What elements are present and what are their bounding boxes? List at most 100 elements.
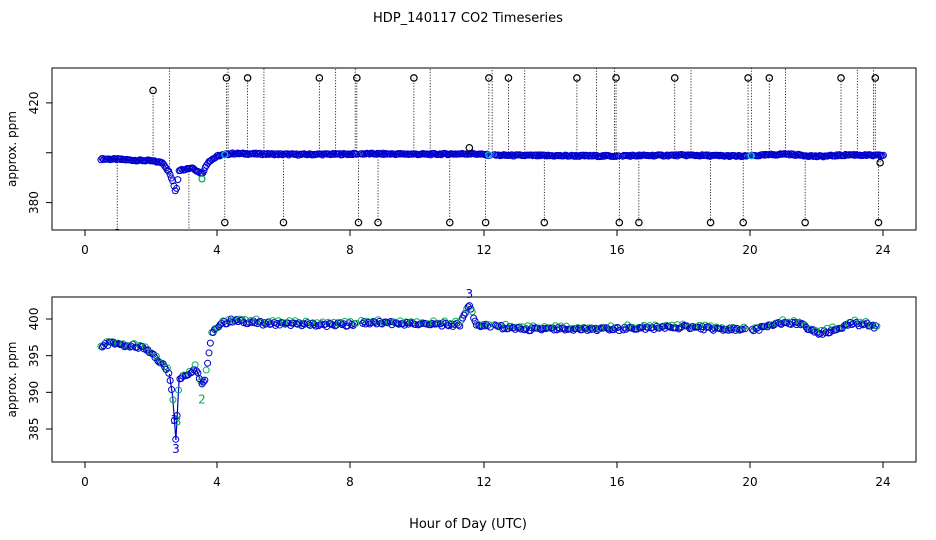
data-point — [785, 151, 793, 159]
data-point — [724, 152, 732, 160]
data-point — [572, 151, 580, 159]
outlier-point — [801, 218, 809, 227]
data-point — [283, 150, 291, 158]
data-point — [598, 152, 606, 160]
data-point — [879, 151, 887, 159]
outlier-point — [114, 228, 121, 230]
x-tick-label: 16 — [609, 243, 624, 257]
data-point — [168, 386, 176, 394]
y-tick-label: 390 — [27, 381, 41, 404]
data-point — [831, 152, 839, 160]
data-point — [873, 322, 881, 330]
data-point — [460, 311, 468, 319]
data-point — [169, 396, 177, 404]
cyan-point — [221, 151, 229, 159]
data-point — [251, 150, 259, 158]
data-point — [615, 152, 623, 160]
data-point — [636, 151, 644, 159]
data-point — [465, 302, 473, 310]
data-point — [118, 155, 126, 163]
data-point — [698, 151, 706, 159]
data-point — [201, 376, 209, 384]
data-point — [500, 151, 508, 159]
data-point — [834, 152, 842, 160]
outlier-point — [540, 218, 549, 227]
point-annotation: 3 — [172, 442, 180, 456]
outlier-point — [612, 74, 620, 82]
x-tick-label: 12 — [476, 475, 491, 489]
data-point — [663, 151, 671, 159]
data-point — [205, 349, 213, 357]
data-point — [352, 319, 360, 327]
data-point — [851, 151, 859, 159]
outlier-point — [481, 218, 490, 227]
data-point — [832, 151, 840, 159]
data-point — [788, 151, 796, 159]
plot-area — [97, 68, 887, 230]
x-tick-label: 16 — [609, 475, 624, 489]
data-point — [761, 151, 769, 159]
data-point — [173, 184, 181, 192]
outlier-point — [765, 74, 774, 82]
data-point — [585, 152, 593, 160]
data-point — [193, 367, 201, 375]
x-tick-label: 8 — [346, 475, 354, 489]
data-point — [600, 152, 608, 160]
data-point — [649, 151, 657, 159]
data-point — [186, 367, 194, 375]
data-point — [200, 167, 208, 175]
data-point — [249, 149, 257, 157]
outlier-point — [149, 86, 157, 95]
data-point — [527, 151, 535, 159]
data-point — [380, 150, 388, 158]
data-point — [145, 156, 153, 164]
data-point — [328, 150, 336, 158]
data-point — [273, 150, 281, 158]
outlier-point — [635, 218, 643, 227]
data-point — [534, 151, 542, 159]
data-point — [304, 151, 312, 159]
data-point — [227, 150, 235, 158]
data-point — [173, 411, 181, 419]
data-point — [861, 151, 869, 159]
outlier-point — [837, 74, 845, 82]
data-point — [797, 321, 805, 329]
data-point — [178, 165, 186, 173]
data-point — [612, 152, 620, 160]
outlier-point — [706, 218, 715, 227]
data-point — [579, 151, 587, 159]
outlier-point — [504, 74, 513, 82]
plot-frame — [51, 67, 917, 231]
data-point — [115, 340, 123, 348]
data-point — [317, 150, 325, 158]
top-panel: 0 4 8 12 16 20 24 380 420 approx. ppm — [5, 67, 917, 257]
point-annotation: 3 — [174, 415, 182, 429]
outlier-point — [279, 218, 288, 227]
data-point — [759, 150, 767, 158]
data-point — [532, 152, 540, 160]
data-point — [234, 149, 242, 157]
data-point — [172, 435, 180, 443]
outlier-point — [221, 218, 229, 227]
outlier-point — [353, 74, 361, 82]
data-point — [482, 151, 490, 159]
data-point — [379, 149, 387, 157]
x-tick-label: 24 — [875, 475, 890, 489]
y-tick-label: 400 — [27, 308, 41, 331]
data-point — [614, 323, 622, 331]
data-point — [543, 152, 551, 160]
chart-title: HDP_140117 CO2 Timeseries — [373, 11, 563, 26]
x-tick-label: 12 — [476, 243, 491, 257]
outlier-point — [243, 74, 252, 82]
data-point — [330, 150, 338, 158]
data-point — [535, 152, 543, 160]
outlier-point — [485, 74, 493, 82]
data-point — [382, 318, 390, 326]
data-point — [97, 156, 105, 164]
x-tick-label: 4 — [213, 243, 221, 257]
data-point — [175, 386, 183, 394]
data-point — [726, 324, 734, 332]
outlier-point — [445, 218, 454, 227]
point-annotation: 3 — [170, 413, 178, 427]
point-annotation: 2 — [198, 393, 206, 407]
